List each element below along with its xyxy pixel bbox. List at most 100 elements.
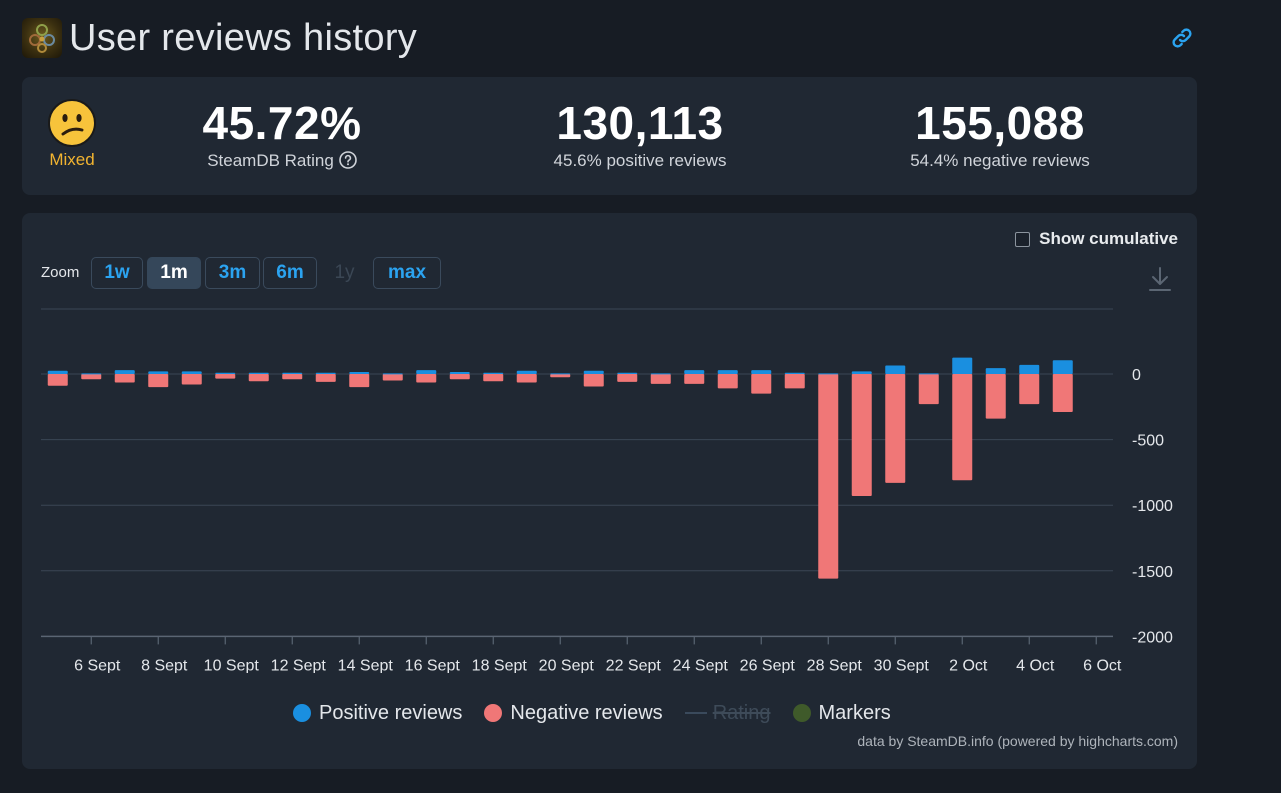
positive-bar	[181, 371, 202, 374]
x-tick-label: 30 Sept	[874, 657, 930, 673]
negative-bar	[885, 374, 906, 483]
negative-bar	[349, 374, 370, 388]
negative-bar	[248, 374, 269, 382]
x-tick-label: 6 Oct	[1083, 657, 1122, 673]
positive-bar	[818, 373, 839, 375]
page-title: User reviews history	[69, 17, 418, 59]
rating-line-icon	[684, 712, 707, 714]
positive-bar	[784, 372, 805, 374]
positive-bar	[617, 372, 638, 374]
mood-label: Mixed	[49, 150, 95, 169]
mood-indicator: Mixed	[46, 99, 98, 170]
link-icon[interactable]	[1170, 26, 1194, 50]
zoom-max-button[interactable]: max	[373, 257, 441, 289]
download-icon[interactable]	[1147, 265, 1173, 293]
negative-bar	[483, 374, 504, 382]
x-tick-label: 6 Sept	[74, 657, 121, 673]
zoom-1m-button[interactable]: 1m	[147, 257, 201, 289]
negative-bar	[1052, 374, 1073, 413]
positive-bar	[751, 370, 772, 374]
x-tick-label: 24 Sept	[673, 657, 729, 673]
positive-bar	[918, 373, 939, 375]
header: User reviews history	[22, 17, 1198, 62]
positive-bar	[114, 370, 135, 374]
legend-rating-label: Rating	[712, 701, 771, 724]
negative-bar	[985, 374, 1006, 419]
y-tick-label: -2000	[1132, 629, 1173, 646]
y-tick-label: -1500	[1132, 564, 1173, 581]
positive-bar	[382, 373, 403, 375]
y-tick-label: -500	[1132, 433, 1164, 450]
positive-bar	[952, 357, 973, 374]
positive-bar	[81, 373, 102, 375]
show-cumulative-toggle[interactable]: Show cumulative	[1015, 229, 1178, 249]
rating-value: 45.72%	[202, 97, 362, 149]
positive-bar	[449, 372, 470, 374]
x-tick-label: 26 Sept	[740, 657, 796, 673]
negative-count: 155,088	[915, 97, 1085, 149]
negative-bar	[148, 374, 169, 388]
negative-bar	[918, 374, 939, 405]
help-icon[interactable]	[339, 151, 357, 169]
negative-bar	[181, 374, 202, 385]
positive-percent: 45.6% positive reviews	[553, 151, 727, 170]
negative-bar	[684, 374, 705, 384]
steamdb-rating: 45.72% SteamDB Rating	[192, 97, 372, 171]
legend-rating[interactable]: Rating	[684, 701, 771, 725]
legend-markers[interactable]: Markers	[792, 702, 891, 725]
negative-percent: 54.4% negative reviews	[910, 151, 1090, 170]
positive-bar	[717, 370, 738, 374]
positive-bar	[248, 372, 269, 374]
positive-bar	[47, 370, 68, 374]
chart-credits[interactable]: data by SteamDB.info (powered by highcha…	[857, 733, 1178, 749]
positive-bar	[550, 373, 571, 375]
x-tick-label: 20 Sept	[539, 657, 595, 673]
zoom-6m-button[interactable]: 6m	[263, 257, 317, 289]
positive-bar	[885, 365, 906, 374]
negative-bar	[315, 374, 336, 382]
positive-dot-icon	[293, 704, 311, 722]
chart-panel: Show cumulative Zoom 1w 1m 3m 6m 1y max …	[22, 213, 1197, 769]
confused-face-icon	[48, 99, 96, 147]
cumulative-checkbox[interactable]	[1015, 231, 1031, 247]
rating-summary: Mixed 45.72% SteamDB Rating 130,113 45.6…	[22, 77, 1197, 195]
zoom-1y-button: 1y	[334, 262, 355, 283]
x-tick-label: 28 Sept	[807, 657, 863, 673]
markers-dot-icon	[792, 704, 811, 722]
x-tick-label: 10 Sept	[204, 657, 260, 673]
x-tick-label: 16 Sept	[405, 657, 461, 673]
positive-bar	[483, 372, 504, 374]
negative-bar	[851, 374, 872, 497]
positive-count: 130,113	[556, 97, 724, 149]
negative-bar	[550, 374, 571, 378]
positive-bar	[315, 372, 336, 374]
negative-bar	[449, 374, 470, 380]
reviews-bar-chart: 0 -500 -1000 -1500 -2000 6 Sept 8 Sept 10 Sept 1…	[41, 308, 1173, 673]
positive-bar	[684, 370, 705, 374]
x-tick-label: 22 Sept	[606, 657, 662, 673]
show-cumulative-label: Show cumulative	[1039, 229, 1178, 248]
positive-bar	[282, 372, 303, 374]
game-logo-icon	[22, 18, 62, 58]
legend-positive[interactable]: Positive reviews	[293, 702, 462, 725]
negative-bar	[583, 374, 604, 387]
positive-bar	[650, 373, 671, 375]
negative-bar	[416, 374, 437, 383]
negative-bar	[1019, 374, 1040, 405]
legend-positive-label: Positive reviews	[319, 701, 463, 724]
legend-negative-label: Negative reviews	[510, 701, 663, 724]
x-tick-label: 4 Oct	[1016, 657, 1055, 673]
x-tick-label: 18 Sept	[472, 657, 528, 673]
negative-bar	[215, 374, 236, 379]
zoom-3m-button[interactable]: 3m	[205, 257, 260, 289]
negative-bar	[717, 374, 738, 389]
negative-bar	[282, 374, 303, 380]
negative-bar	[617, 374, 638, 382]
positive-bar	[1052, 360, 1073, 374]
positive-bar	[851, 371, 872, 374]
negative-bar	[952, 374, 973, 481]
legend-negative[interactable]: Negative reviews	[484, 701, 663, 725]
negative-reviews-stat: 155,088 54.4% negative reviews	[880, 97, 1120, 171]
positive-bar	[215, 372, 236, 374]
zoom-1w-button[interactable]: 1w	[91, 257, 143, 289]
